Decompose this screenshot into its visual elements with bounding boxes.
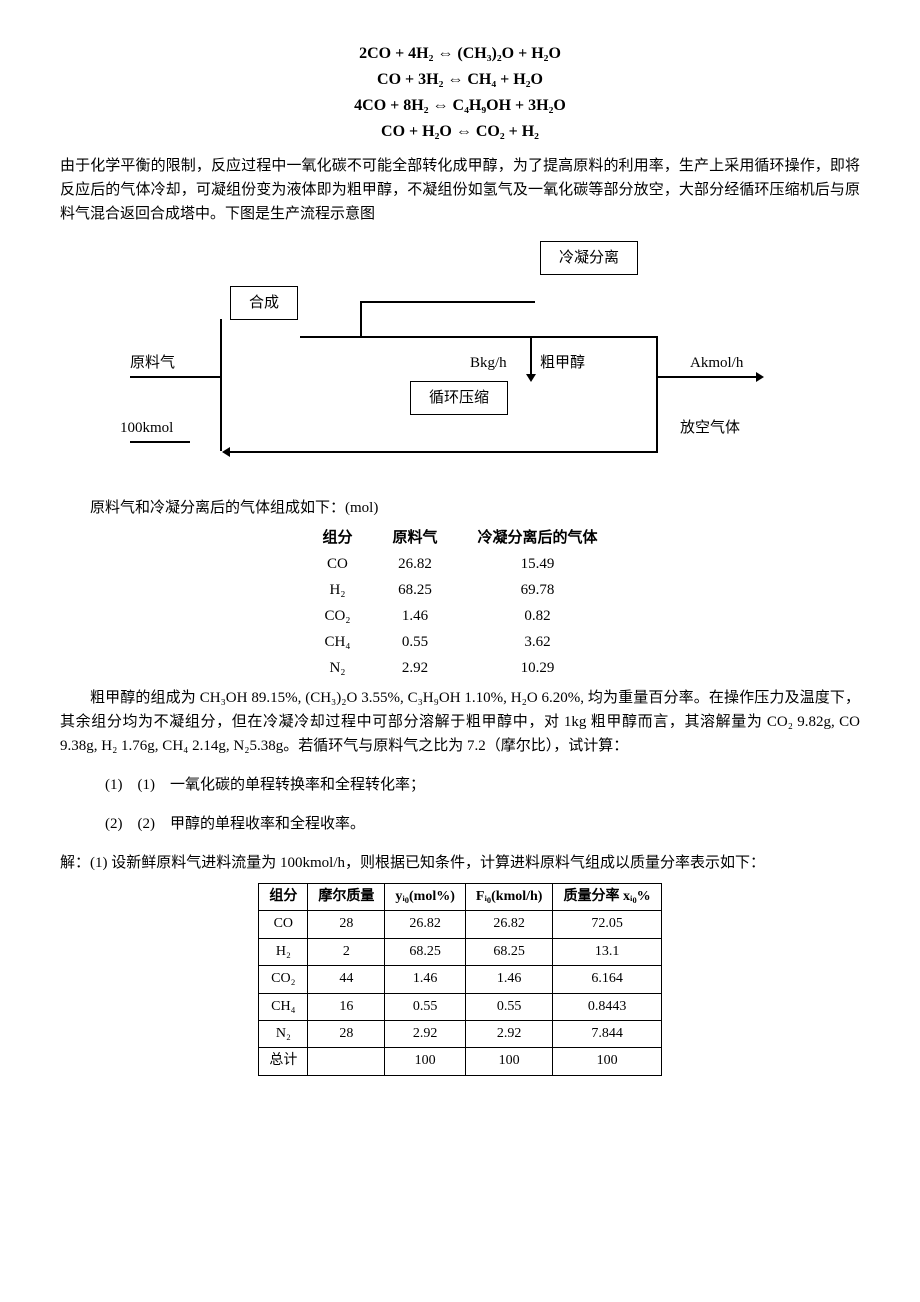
col-feed: 原料气 [372,525,457,551]
reaction-equations: 2CO + 4H₂ ⇔ (CH₃)₂O + H₂O CO + 3H₂ ⇔ CH₄… [60,42,860,144]
table-row: CO26.8215.49 [302,551,617,577]
label-crude: 粗甲醇 [540,351,585,375]
question-1: (1) (1) 一氧化碳的单程转换率和全程转化率； [105,773,860,797]
line-recycle-up [220,376,222,451]
box-recycle: 循环压缩 [410,381,508,415]
question-2: (2) (2) 甲醇的单程收率和全程收率。 [105,812,860,836]
label-vent: 放空气体 [680,416,740,440]
box-condensation: 冷凝分离 [540,241,638,275]
line-right-v [656,336,658,451]
mass-fraction-table: 组分 摩尔质量 yᵢ₀(mol%) Fᵢ₀(kmol/h) 质量分率 xᵢ₀% … [258,883,661,1076]
eq-3: 4CO + 8H₂ ⇔ C₄H₉OH + 3H₂O [60,94,860,118]
col-component: 组分 [259,884,308,911]
table-header-row: 组分 原料气 冷凝分离后的气体 [302,525,617,551]
process-flow-diagram: 冷凝分离 合成 循环压缩 原料气 100kmol Bkg/h 粗甲醇 Akmol… [100,241,820,481]
box-synthesis: 合成 [230,286,298,320]
line-vent [656,376,756,378]
composition-title: 原料气和冷凝分离后的气体组成如下：(mol) [90,496,860,520]
table-row: N₂2.9210.29 [302,655,617,681]
eq-4: CO + H₂O ⇔ CO₂ + H₂ [60,120,860,144]
eq-2: CO + 3H₂ ⇔ CH₄ + H₂O [60,68,860,92]
col-component: 组分 [302,525,372,551]
line-synth-v [360,301,362,337]
composition-table: 组分 原料气 冷凝分离后的气体 CO26.8215.49 H₂68.2569.7… [302,525,617,681]
line-mid [430,336,658,338]
table-header-row: 组分 摩尔质量 yᵢ₀(mol%) Fᵢ₀(kmol/h) 质量分率 xᵢ₀% [259,884,661,911]
table-row-total: 总计100100100 [259,1048,661,1075]
crude-paragraph: 粗甲醇的组成为 CH₃OH 89.15%, (CH₃)₂O 3.55%, C₃H… [60,686,860,758]
table-row: CO₂1.460.82 [302,603,617,629]
col-fi0: Fᵢ₀(kmol/h) [465,884,553,911]
line-recycle-back [230,451,658,453]
eq-1: 2CO + 4H₂ ⇔ (CH₃)₂O + H₂O [60,42,860,66]
table-row: CH₄160.550.550.8443 [259,993,661,1020]
col-molar-mass: 摩尔质量 [308,884,385,911]
table-row: CO2826.8226.8272.05 [259,911,661,938]
line-100-under [130,441,190,443]
label-feed: 原料气 [130,351,175,375]
col-yi0: yᵢ₀(mol%) [385,884,466,911]
line-feed-up [220,319,222,377]
label-akmol: Akmol/h [690,351,743,375]
table-row: CO₂441.461.466.164 [259,966,661,993]
line-feed [130,376,220,378]
solution-intro: 解：(1) 设新鲜原料气进料流量为 100kmol/h，则根据已知条件，计算进料… [60,851,860,875]
line-crude-down [530,336,532,374]
table-row: H₂68.2569.78 [302,577,617,603]
table-row: CH₄0.553.62 [302,629,617,655]
col-xi0: 质量分率 xᵢ₀% [553,884,661,911]
col-after-cond: 冷凝分离后的气体 [458,525,618,551]
line-synth-out1 [300,336,430,338]
table-row: H₂268.2568.2513.1 [259,938,661,965]
label-100kmol: 100kmol [120,416,173,440]
table-row: N₂282.922.927.844 [259,1020,661,1047]
label-bkg: Bkg/h [470,351,507,375]
line-synth-out2 [360,301,535,303]
intro-paragraph: 由于化学平衡的限制，反应过程中一氧化碳不可能全部转化成甲醇，为了提高原料的利用率… [60,154,860,226]
